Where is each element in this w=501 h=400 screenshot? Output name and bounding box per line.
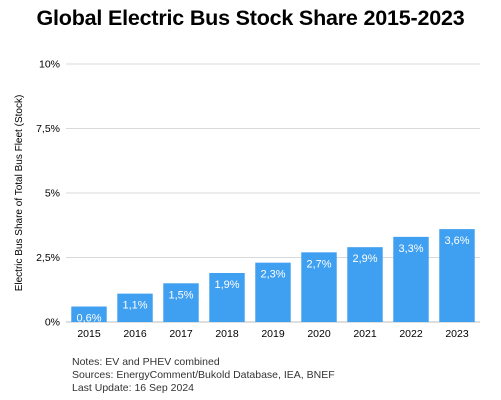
bar-2022 — [393, 236, 429, 322]
y-tick-label: 0% — [45, 317, 60, 329]
data-label: 3,3% — [398, 243, 423, 255]
bar-2020 — [301, 252, 337, 322]
update-line: Last Update: 16 Sep 2024 — [72, 382, 195, 394]
data-label: 1,9% — [214, 279, 239, 291]
y-tick-label: 10% — [39, 59, 60, 71]
x-tick-label: 2018 — [215, 328, 239, 340]
x-tick-label: 2023 — [445, 328, 469, 340]
bar-2021 — [347, 247, 383, 322]
x-tick-label: 2016 — [123, 328, 147, 340]
chart-title: Global Electric Bus Stock Share 2015-202… — [36, 6, 465, 30]
bar-2023 — [439, 229, 475, 322]
chart-notes: Notes: EV and PHEV combined Sources: Ene… — [72, 356, 335, 395]
x-tick-label: 2015 — [77, 328, 101, 340]
bar-2015 — [71, 306, 107, 322]
bar-2017 — [163, 283, 199, 322]
y-axis-label: Electric Bus Share of Total Bus Fleet (S… — [14, 95, 25, 292]
x-tick-label: 2022 — [399, 328, 423, 340]
y-axis-ticks: 0% 2,5% 5% 7,5% 10% — [36, 59, 60, 329]
data-label: 3,6% — [444, 235, 469, 247]
bar-2018 — [209, 272, 245, 322]
data-label: 1,5% — [168, 289, 193, 301]
x-tick-label: 2020 — [307, 328, 331, 340]
x-tick-label: 2017 — [169, 328, 193, 340]
bars — [71, 229, 475, 322]
y-tick-label: 7,5% — [36, 123, 60, 135]
y-tick-label: 2,5% — [36, 252, 60, 264]
data-label: 2,3% — [260, 269, 285, 281]
note-line: Notes: EV and PHEV combined — [72, 356, 220, 368]
source-line: Sources: EnergyComment/Bukold Database, … — [72, 369, 335, 381]
data-labels: 0,6% 1,1% 1,5% 1,9% 2,3% 2,7% 2,9% 3,3% 3,6% — [76, 235, 469, 324]
bar-2016 — [117, 293, 153, 322]
bar-2019 — [255, 262, 291, 322]
data-label: 1,1% — [122, 300, 147, 312]
data-label: 2,9% — [352, 253, 377, 265]
data-label: 0,6% — [76, 313, 101, 325]
data-label: 2,7% — [306, 258, 331, 270]
y-tick-label: 5% — [45, 188, 60, 200]
x-tick-label: 2019 — [261, 328, 285, 340]
x-axis-ticks: 2015 2016 2017 2018 2019 2020 2021 2022 2023 — [77, 328, 469, 340]
x-tick-label: 2021 — [353, 328, 377, 340]
